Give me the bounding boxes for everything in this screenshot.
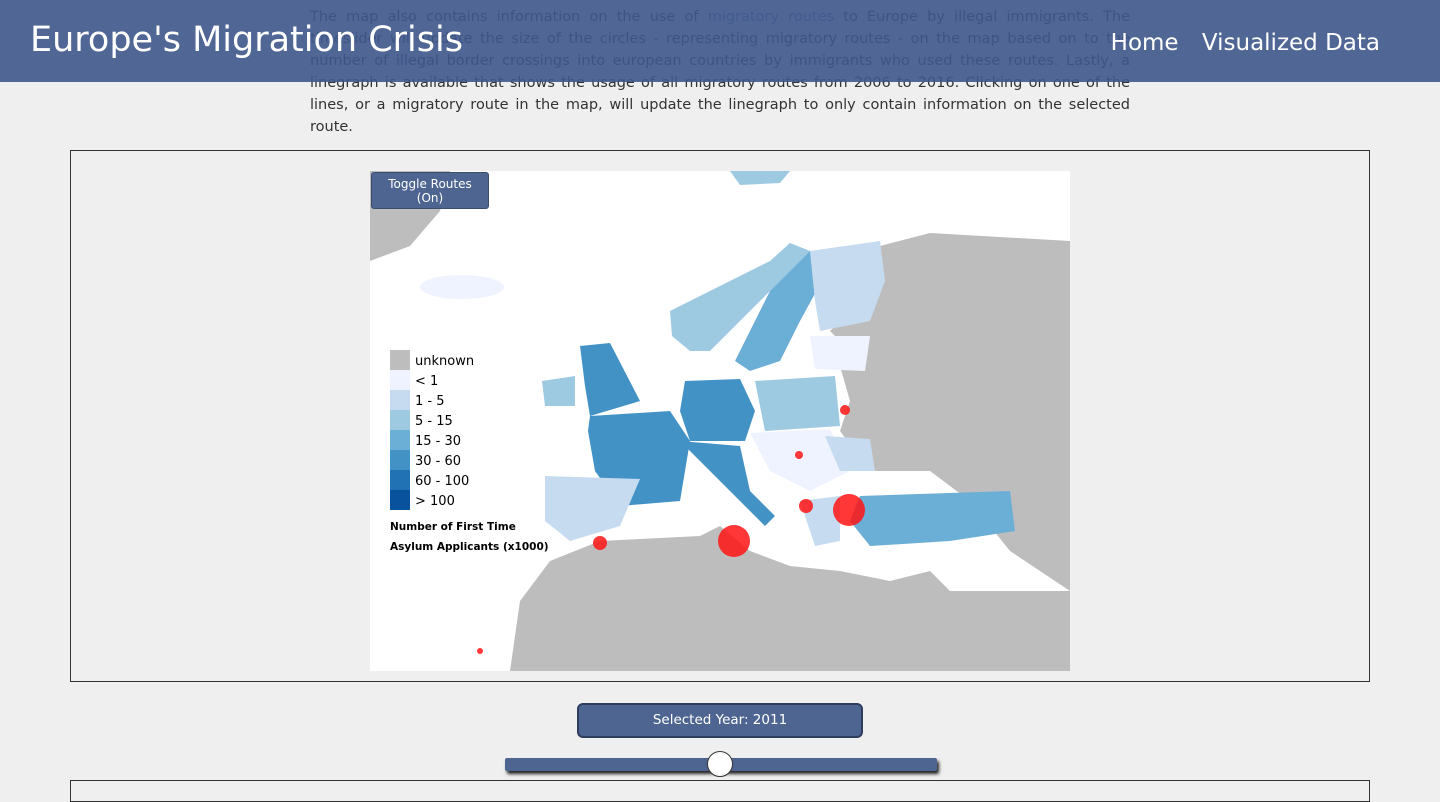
route-circle[interactable] <box>799 499 813 513</box>
country <box>755 376 840 431</box>
country <box>580 343 640 416</box>
route-circle[interactable] <box>795 451 803 459</box>
legend-label: 60 - 100 <box>415 474 469 489</box>
legend-swatch <box>390 410 410 430</box>
nav-link[interactable]: Home <box>1110 30 1179 56</box>
route-circle[interactable] <box>593 536 607 550</box>
map: unknown < 1 1 - 5 5 - 15 15 - 30 30 - 60 60 - … <box>370 171 1070 671</box>
country <box>825 436 875 471</box>
country <box>850 491 1015 546</box>
legend-label: 1 - 5 <box>415 394 445 409</box>
country <box>735 251 830 371</box>
legend-title: Asylum Applicants (x1000) <box>390 541 549 553</box>
nav: Home Visualized Data <box>1095 30 1380 56</box>
legend-label: 30 - 60 <box>415 454 461 469</box>
map-container: unknown < 1 1 - 5 5 - 15 15 - 30 30 - 60 60 - … <box>70 150 1370 682</box>
nav-link[interactable]: Visualized Data <box>1201 30 1380 56</box>
routes <box>477 405 865 654</box>
country <box>545 476 640 541</box>
legend-swatch <box>390 390 410 410</box>
country <box>810 241 885 331</box>
legend-label: unknown <box>415 354 474 369</box>
legend-label: > 100 <box>415 494 455 509</box>
legend-swatch <box>390 370 410 390</box>
year-slider-thumb[interactable] <box>707 751 733 777</box>
legend-swatch <box>390 350 410 370</box>
route-circle[interactable] <box>840 405 850 415</box>
country <box>420 275 504 299</box>
site-title: Europe's Migration Crisis <box>30 20 463 60</box>
legend-label: 5 - 15 <box>415 414 453 429</box>
legend-swatch <box>390 430 410 450</box>
selected-year: Selected Year: 2011 <box>577 703 863 738</box>
route-circle[interactable] <box>833 494 865 526</box>
country <box>730 171 790 185</box>
country <box>680 441 775 526</box>
country <box>750 429 850 491</box>
legend-label: 15 - 30 <box>415 434 461 449</box>
legend: unknown < 1 1 - 5 5 - 15 15 - 30 30 - 60 60 - … <box>390 350 549 553</box>
country <box>680 379 755 441</box>
country <box>810 336 870 371</box>
toggle-routes-button[interactable]: Toggle Routes (On) <box>371 172 489 209</box>
linegraph-container <box>70 780 1370 802</box>
legend-label: < 1 <box>415 374 438 389</box>
land <box>510 526 1070 671</box>
route-circle[interactable] <box>718 525 750 557</box>
legend-swatch <box>390 470 410 490</box>
legend-swatch <box>390 450 410 470</box>
legend-swatch <box>390 490 410 510</box>
legend-title: Number of First Time <box>390 521 516 533</box>
header: Europe's Migration Crisis Home Visualize… <box>0 0 1440 82</box>
country <box>670 243 810 351</box>
country <box>542 376 575 406</box>
route-circle[interactable] <box>477 648 483 654</box>
